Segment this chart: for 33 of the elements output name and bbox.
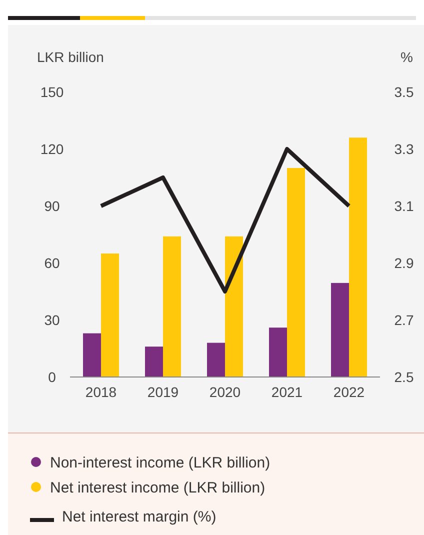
x-tick-label: 2020	[209, 384, 241, 400]
x-tick-label: 2019	[147, 384, 179, 400]
bar	[331, 282, 349, 377]
bar	[83, 333, 101, 377]
y-tick-label: 150	[40, 84, 64, 100]
bar	[269, 328, 287, 377]
legend-label: Net interest income (LKR billion)	[50, 479, 266, 496]
y2-axis-title: %	[400, 49, 413, 65]
legend-label: Net interest margin (%)	[62, 508, 216, 526]
x-tick-label: 2021	[271, 384, 303, 400]
bar	[145, 346, 163, 377]
y-tick-label: 90	[44, 198, 60, 214]
y2-tick-label: 3.5	[394, 84, 414, 100]
y2-tick-label: 2.7	[394, 312, 414, 328]
x-tick-label: 2018	[85, 384, 117, 400]
x-tick-label: 2022	[333, 384, 365, 400]
y2-tick-label: 2.9	[394, 254, 414, 271]
y-axis-title: LKR billion	[37, 49, 104, 65]
y2-tick-label: 3.1	[394, 198, 414, 214]
y2-tick-label: 2.5	[394, 368, 414, 385]
y-tick-label: 60	[44, 254, 60, 271]
legend-label: Non-interest income (LKR billion)	[50, 454, 270, 472]
y2-tick-label: 3.3	[394, 140, 414, 157]
bar	[225, 236, 243, 377]
bar	[101, 254, 119, 377]
bar	[207, 342, 225, 377]
bar	[163, 236, 181, 377]
y-tick-label: 120	[40, 140, 64, 157]
bar	[287, 168, 305, 377]
bar	[349, 138, 367, 377]
line-series	[99, 147, 351, 294]
y-tick-label: 30	[44, 312, 60, 328]
y-tick-label: 0	[48, 368, 56, 385]
